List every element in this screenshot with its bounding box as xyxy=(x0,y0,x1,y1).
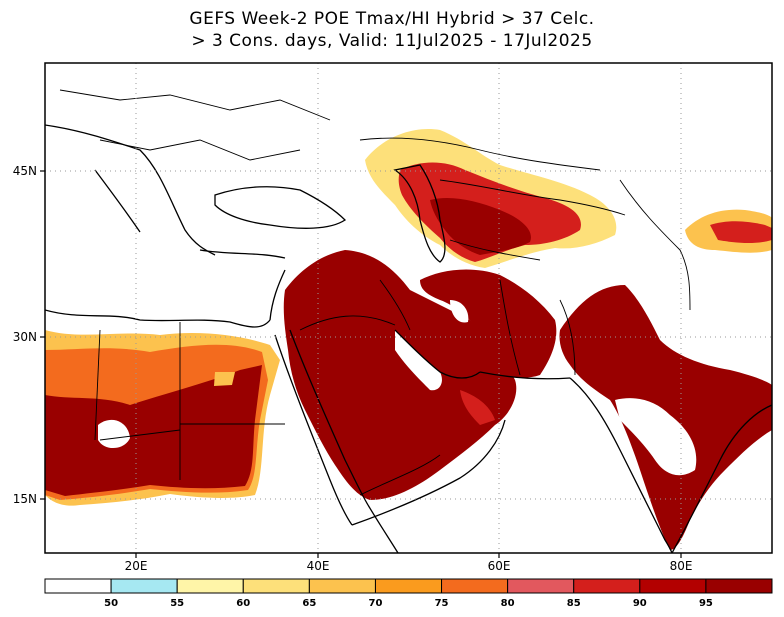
colorbar-swatch xyxy=(110,578,178,594)
italy-coast xyxy=(94,169,141,233)
mediterranean-south-coast xyxy=(45,309,271,328)
levant-coast xyxy=(269,269,286,321)
border-pakistan-india xyxy=(559,299,576,376)
sahara-hole-1 xyxy=(98,419,130,449)
lat-tick-label-30n: 30N xyxy=(13,330,37,344)
border-saudi-yemen xyxy=(359,454,441,496)
india-east-coast xyxy=(671,404,772,553)
colorbar-level-label: 50 xyxy=(104,598,118,609)
border-kazakh-south xyxy=(439,179,626,216)
colorbar-swatch xyxy=(441,578,509,594)
persian-gulf-coast xyxy=(394,329,481,379)
colorbar-swatch xyxy=(639,578,707,594)
tarim-high xyxy=(710,221,772,244)
colorbar-level-label: 85 xyxy=(567,598,581,609)
caspian-sea-coast xyxy=(393,164,446,263)
border-europe-1 xyxy=(59,89,331,121)
lon-tick-label-60e: 60E xyxy=(488,559,511,573)
black-sea-coast xyxy=(214,186,347,229)
border-china-west xyxy=(619,179,691,311)
lon-tick-label-20e: 20E xyxy=(125,559,148,573)
red-sea-coast xyxy=(274,334,353,526)
sahara-hole-2 xyxy=(214,372,235,386)
colorbar-level-label: 65 xyxy=(302,598,316,609)
lon-tick-label-40e: 40E xyxy=(307,559,330,573)
colorbar-swatch xyxy=(705,578,773,594)
colorbar-swatch xyxy=(374,578,443,594)
border-iraq-iran xyxy=(379,279,411,331)
lat-tick-label-45n: 45N xyxy=(13,164,37,178)
arabia-southeast-fringe xyxy=(460,390,495,425)
india-interior-hole xyxy=(615,398,697,476)
iran-hole xyxy=(450,300,469,323)
iran-field xyxy=(420,269,557,378)
colorbar-swatch xyxy=(308,578,376,594)
colorbar-swatch xyxy=(242,578,310,594)
coastlines xyxy=(45,124,772,553)
probability-fields xyxy=(45,129,772,550)
borders xyxy=(59,89,691,496)
colorbar-swatch xyxy=(573,578,641,594)
colorbar: 50 55 60 65 70 75 80 85 90 95 xyxy=(44,578,773,609)
border-iran-pakistan xyxy=(499,279,521,376)
colorbar-level-label: 70 xyxy=(368,598,382,609)
colorbar-level-label: 90 xyxy=(633,598,647,609)
axis-ticks xyxy=(40,170,682,558)
colorbar-swatch xyxy=(507,578,575,594)
africa-east-coast xyxy=(367,504,399,553)
colorbar-level-label: 60 xyxy=(236,598,250,609)
border-europe-2 xyxy=(99,139,301,161)
border-russia-kazakh xyxy=(359,137,601,171)
lon-tick-label-80e: 80E xyxy=(670,559,693,573)
border-chad-sudan xyxy=(99,429,181,441)
border-saudi-north xyxy=(299,315,396,331)
border-turkmen-afghan xyxy=(449,239,541,261)
map-title-line-2: > 3 Cons. days, Valid: 11Jul2025 - 17Jul… xyxy=(191,31,593,51)
colorbar-swatch xyxy=(176,578,244,594)
colorbar-level-label: 55 xyxy=(170,598,184,609)
red-sea-opposite-coast xyxy=(289,329,369,506)
india-west-coast xyxy=(569,377,673,553)
iran-coast xyxy=(479,371,571,380)
sahara-high-contour xyxy=(45,365,262,496)
arabia-south-coast xyxy=(351,419,506,526)
central-asia-high-contour xyxy=(430,198,531,255)
border-algeria-libya xyxy=(94,329,101,441)
map-title-line-1: GEFS Week-2 POE Tmax/HI Hybrid > 37 Celc… xyxy=(189,9,595,29)
colorbar-level-label: 95 xyxy=(699,598,713,609)
colorbar-swatch xyxy=(44,578,112,594)
arabia-field xyxy=(283,250,517,500)
map-frame xyxy=(44,62,773,554)
lat-tick-label-15n: 15N xyxy=(13,492,37,506)
colorbar-level-label: 75 xyxy=(435,598,449,609)
grid xyxy=(45,63,772,553)
arabia-gulf-hole xyxy=(395,330,442,391)
colorbar-level-label: 80 xyxy=(501,598,515,609)
europe-coast xyxy=(45,124,216,256)
